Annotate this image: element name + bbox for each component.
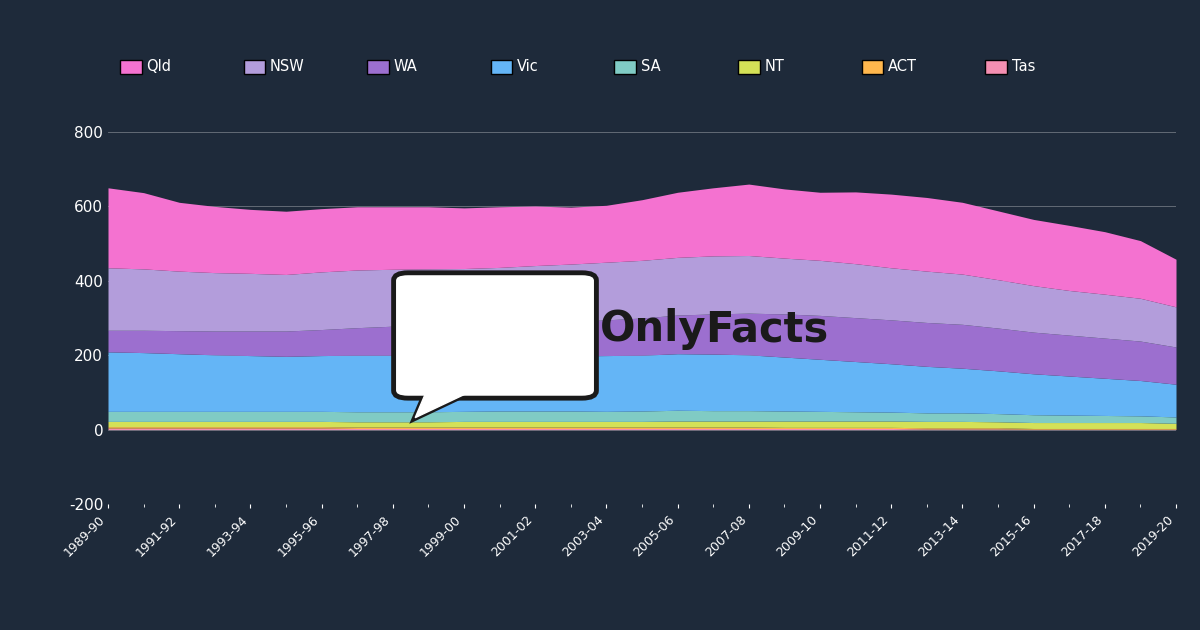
Text: SA: SA	[641, 59, 660, 74]
Text: NT: NT	[764, 59, 785, 74]
Text: Tas: Tas	[1012, 59, 1034, 74]
Text: WA: WA	[394, 59, 418, 74]
Bar	[461, 319, 480, 375]
Bar	[491, 303, 510, 375]
Text: ACT: ACT	[888, 59, 917, 74]
Text: NSW: NSW	[270, 59, 305, 74]
Bar	[431, 335, 450, 375]
Text: Qld: Qld	[146, 59, 172, 74]
Text: Vic: Vic	[517, 59, 539, 74]
Text: Only: Only	[600, 308, 707, 350]
Text: Facts: Facts	[706, 308, 829, 350]
